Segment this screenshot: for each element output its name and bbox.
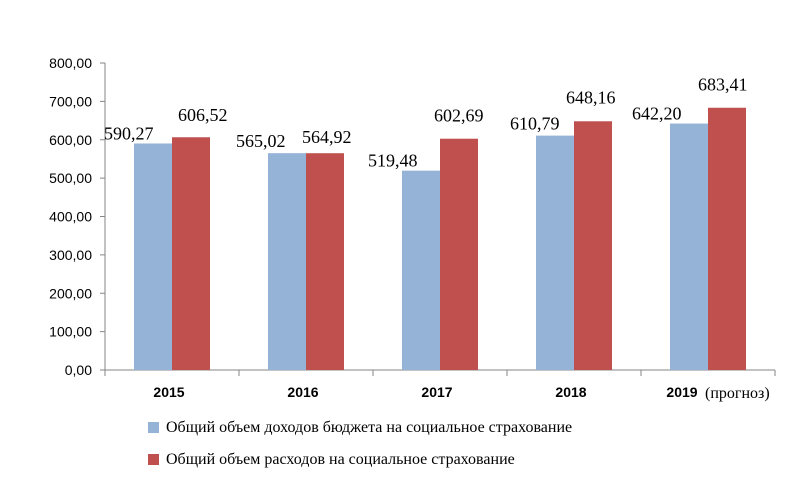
y-tick-label: 200,00 — [49, 285, 92, 301]
bar-series-1 — [134, 143, 172, 370]
y-tick-label: 300,00 — [49, 247, 92, 263]
y-tick-label: 100,00 — [49, 324, 92, 340]
data-label-series-1: 642,20 — [632, 104, 682, 124]
y-tick-label: 600,00 — [49, 132, 92, 148]
data-label-series-2: 683,41 — [698, 75, 748, 95]
y-tick-label: 0,00 — [65, 362, 92, 378]
legend-label-series-2: Общий объем расходов на социальное страх… — [166, 451, 515, 468]
legend: Общий объем доходов бюджета на социально… — [148, 419, 572, 468]
bar-series-1 — [268, 153, 306, 370]
x-category-label: 2017 — [421, 384, 452, 400]
bar-series-2 — [440, 138, 478, 370]
y-tick-label: 800,00 — [49, 55, 92, 71]
axes: 0,00 100,00 200,00 300,00 400,00 500,00 600,00… — [49, 55, 776, 402]
bar-series-1 — [670, 123, 708, 370]
bars — [134, 107, 746, 371]
bar-series-2 — [574, 121, 612, 370]
y-tick-label: 400,00 — [49, 209, 92, 225]
legend-swatch-series-1 — [148, 422, 159, 433]
x-category-label: 2016 — [287, 384, 318, 400]
bar-series-2 — [172, 137, 210, 370]
data-label-series-2: 648,16 — [566, 87, 616, 107]
data-label-series-2: 606,52 — [178, 105, 228, 125]
data-label-series-2: 564,92 — [302, 127, 352, 147]
bar-series-1 — [402, 170, 440, 370]
x-category-label: 2019 — [666, 384, 697, 400]
bar-series-2 — [306, 153, 344, 370]
y-tick-label: 700,00 — [49, 93, 92, 109]
legend-label-series-1: Общий объем доходов бюджета на социально… — [166, 419, 572, 436]
x-category-note: (прогноз) — [705, 385, 770, 402]
data-label-series-1: 590,27 — [104, 123, 154, 143]
data-label-series-2: 602,69 — [434, 106, 484, 126]
data-label-series-1: 519,48 — [368, 151, 418, 171]
bar-series-1 — [536, 135, 574, 370]
data-label-series-1: 610,79 — [510, 114, 560, 134]
x-category-label: 2018 — [555, 384, 586, 400]
data-labels: 590,27 565,02 519,48 610,79 642,20 606,52 564,… — [104, 75, 748, 171]
x-category-label: 2015 — [153, 384, 184, 400]
data-label-series-1: 565,02 — [236, 131, 286, 151]
y-tick-label: 500,00 — [49, 170, 92, 186]
bar-series-2 — [708, 107, 746, 371]
legend-swatch-series-2 — [148, 454, 159, 465]
